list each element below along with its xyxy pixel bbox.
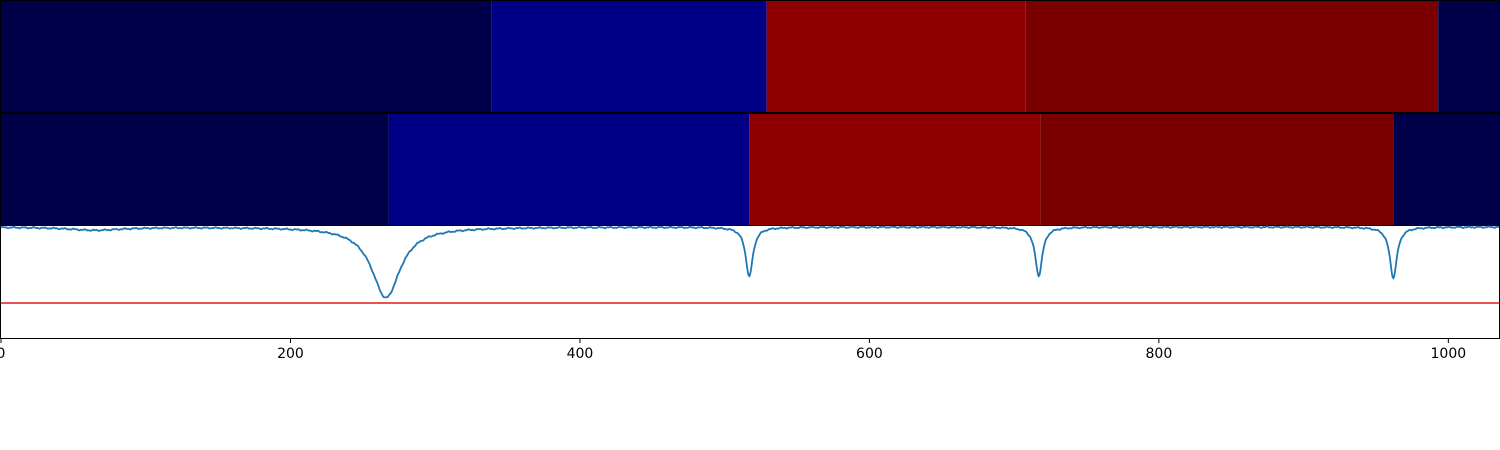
x-tick-label-5: 1000 bbox=[1431, 346, 1467, 362]
signal-line bbox=[0, 225, 1500, 299]
segment-bar-middle bbox=[0, 113, 1500, 226]
x-tick-label-1: 200 bbox=[277, 346, 304, 362]
x-axis: 0 200 400 600 800 1000 bbox=[0, 338, 1466, 362]
segment-middle-2 bbox=[749, 114, 1041, 225]
segment-middle-3 bbox=[1040, 114, 1394, 225]
x-tick-label-3: 600 bbox=[856, 346, 883, 362]
segment-middle-0 bbox=[1, 114, 389, 225]
segment-top-0 bbox=[1, 1, 492, 112]
segment-bars bbox=[0, 0, 1500, 226]
segment-top-1 bbox=[491, 1, 767, 112]
x-tick-label-2: 400 bbox=[567, 346, 594, 362]
segment-top-2 bbox=[766, 1, 1026, 112]
segment-bar-top bbox=[0, 0, 1500, 113]
segment-middle-1 bbox=[388, 114, 750, 225]
x-tick-label-0: 0 bbox=[0, 346, 5, 362]
signal-panel-frame bbox=[0, 225, 1500, 339]
segment-top-4 bbox=[1438, 1, 1499, 112]
segment-middle-4 bbox=[1393, 114, 1499, 225]
x-tick-label-4: 800 bbox=[1146, 346, 1173, 362]
segment-top-3 bbox=[1025, 1, 1439, 112]
signal-panel bbox=[0, 225, 1500, 339]
